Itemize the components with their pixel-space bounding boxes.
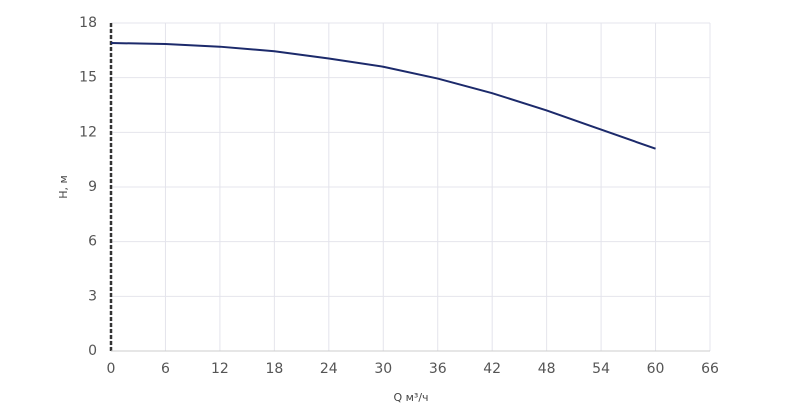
y-tick-label: 9	[88, 179, 97, 195]
x-tick-label: 24	[320, 361, 338, 377]
x-tick-label: 18	[265, 361, 283, 377]
x-tick-label: 48	[538, 361, 556, 377]
x-tick-label: 54	[592, 361, 610, 377]
y-tick-label: 12	[79, 124, 97, 140]
x-tick-label: 42	[483, 361, 501, 377]
x-tick-label: 0	[107, 361, 116, 377]
y-tick-label: 15	[79, 70, 97, 86]
y-tick-label: 3	[88, 288, 97, 304]
x-axis-title: Q м³/ч	[393, 391, 428, 404]
x-tick-label: 12	[211, 361, 229, 377]
y-tick-label: 18	[79, 15, 97, 31]
x-tick-label: 6	[161, 361, 170, 377]
y-axis-title: H, м	[57, 175, 70, 199]
x-tick-label: 66	[701, 361, 719, 377]
x-tick-label: 60	[647, 361, 665, 377]
x-tick-label: 30	[374, 361, 392, 377]
y-tick-label: 6	[88, 234, 97, 250]
data-line	[110, 42, 656, 150]
x-tick-label: 36	[429, 361, 447, 377]
y-tick-label: 0	[88, 343, 97, 359]
